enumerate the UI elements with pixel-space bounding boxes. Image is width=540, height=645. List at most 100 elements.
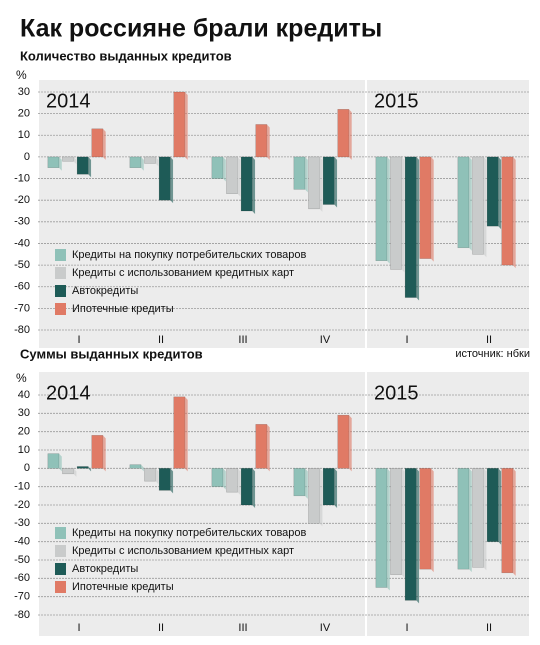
y-tick-label: -10 — [14, 481, 30, 493]
page-title: Как россияне брали кредиты — [20, 15, 382, 43]
y-tick-label: -40 — [14, 536, 30, 548]
legend-swatch — [55, 249, 66, 261]
y-tick-label: -70 — [14, 302, 30, 314]
bar — [255, 424, 268, 469]
bar — [91, 435, 104, 469]
bar-side — [512, 156, 516, 269]
y-unit: % — [16, 371, 27, 385]
bar — [211, 156, 224, 179]
y-tick-label: 40 — [18, 389, 30, 401]
bar-side — [222, 468, 226, 490]
bar-side — [348, 415, 352, 472]
bar — [76, 466, 89, 469]
bar — [226, 156, 238, 194]
legend-swatch — [55, 267, 66, 279]
bar-side — [498, 156, 502, 230]
bar-side — [334, 156, 338, 208]
bar-side — [498, 468, 502, 545]
y-tick-label: 0 — [24, 462, 30, 474]
bar — [76, 156, 89, 175]
bar — [47, 453, 60, 469]
legend-label: Автокредиты — [72, 285, 138, 297]
bar-side — [237, 156, 241, 197]
bar — [144, 156, 156, 164]
bar — [322, 156, 335, 205]
legend-swatch — [55, 527, 66, 539]
panel-label: 2014 — [46, 90, 91, 112]
bar — [390, 156, 402, 270]
bar — [486, 468, 499, 542]
legend-label: Автокредиты — [72, 563, 138, 575]
bar-side — [237, 468, 241, 496]
bar — [129, 464, 142, 469]
x-tick-label: I — [405, 334, 408, 346]
bar-side — [140, 156, 144, 171]
bar — [158, 468, 171, 491]
panel-label: 2015 — [374, 90, 419, 112]
bar-side — [416, 468, 420, 604]
bar-side — [266, 424, 270, 472]
y-tick-label: -70 — [14, 591, 30, 603]
bar — [501, 468, 514, 574]
bar — [91, 128, 104, 158]
bar — [144, 468, 156, 482]
chart-title: Количество выданных кредитов — [20, 48, 232, 63]
x-tick-label: II — [158, 334, 164, 346]
x-tick-label: IV — [320, 334, 331, 346]
bar — [293, 156, 306, 190]
y-unit: % — [16, 68, 27, 82]
legend-label: Ипотечные кредиты — [72, 581, 174, 593]
bar-side — [512, 468, 516, 576]
bar-side — [430, 156, 434, 262]
bar-side — [58, 453, 62, 472]
bar-side — [155, 468, 159, 485]
y-tick-label: 10 — [18, 129, 30, 141]
x-tick-label: III — [238, 622, 247, 634]
bar-side — [416, 156, 420, 301]
legend-label: Кредиты на покупку потребительских товар… — [72, 249, 307, 261]
bar-side — [102, 128, 106, 160]
x-tick-label: II — [158, 622, 164, 634]
y-tick-label: -20 — [14, 499, 30, 511]
bar — [390, 468, 402, 575]
bar-side — [468, 156, 472, 251]
bar-side — [334, 468, 338, 508]
y-tick-label: -20 — [14, 194, 30, 206]
x-tick-label: IV — [320, 622, 331, 634]
bar — [255, 124, 268, 158]
x-tick-label: II — [486, 622, 492, 634]
panel-label: 2015 — [374, 382, 419, 404]
bar-side — [58, 156, 62, 171]
bar — [129, 156, 142, 168]
bar — [457, 468, 470, 570]
bar — [501, 156, 514, 266]
y-tick-label: 20 — [18, 108, 30, 120]
y-tick-label: 20 — [18, 426, 30, 438]
bar — [240, 156, 253, 212]
bar — [486, 156, 499, 227]
x-tick-label: III — [238, 334, 247, 346]
legend-swatch — [55, 545, 66, 557]
y-tick-label: 30 — [18, 407, 30, 419]
bar-side — [73, 156, 77, 165]
bar — [211, 468, 224, 487]
y-tick-label: -50 — [14, 554, 30, 566]
y-tick-label: -60 — [14, 572, 30, 584]
y-tick-label: -60 — [14, 281, 30, 293]
legend-label: Кредиты на покупку потребительских товар… — [72, 527, 307, 539]
y-tick-label: -30 — [14, 216, 30, 228]
y-tick-label: -10 — [14, 172, 30, 184]
bar — [457, 156, 470, 249]
legend-swatch — [55, 285, 66, 297]
bar — [472, 156, 484, 255]
legend-swatch — [55, 563, 66, 575]
bar — [419, 156, 432, 259]
bar-side — [252, 156, 256, 214]
bar — [472, 468, 484, 568]
bar — [404, 156, 417, 298]
bar — [226, 468, 238, 493]
source: источник: нбки — [455, 348, 530, 360]
legend-label: Ипотечные кредиты — [72, 303, 174, 315]
x-tick-label: II — [486, 334, 492, 346]
